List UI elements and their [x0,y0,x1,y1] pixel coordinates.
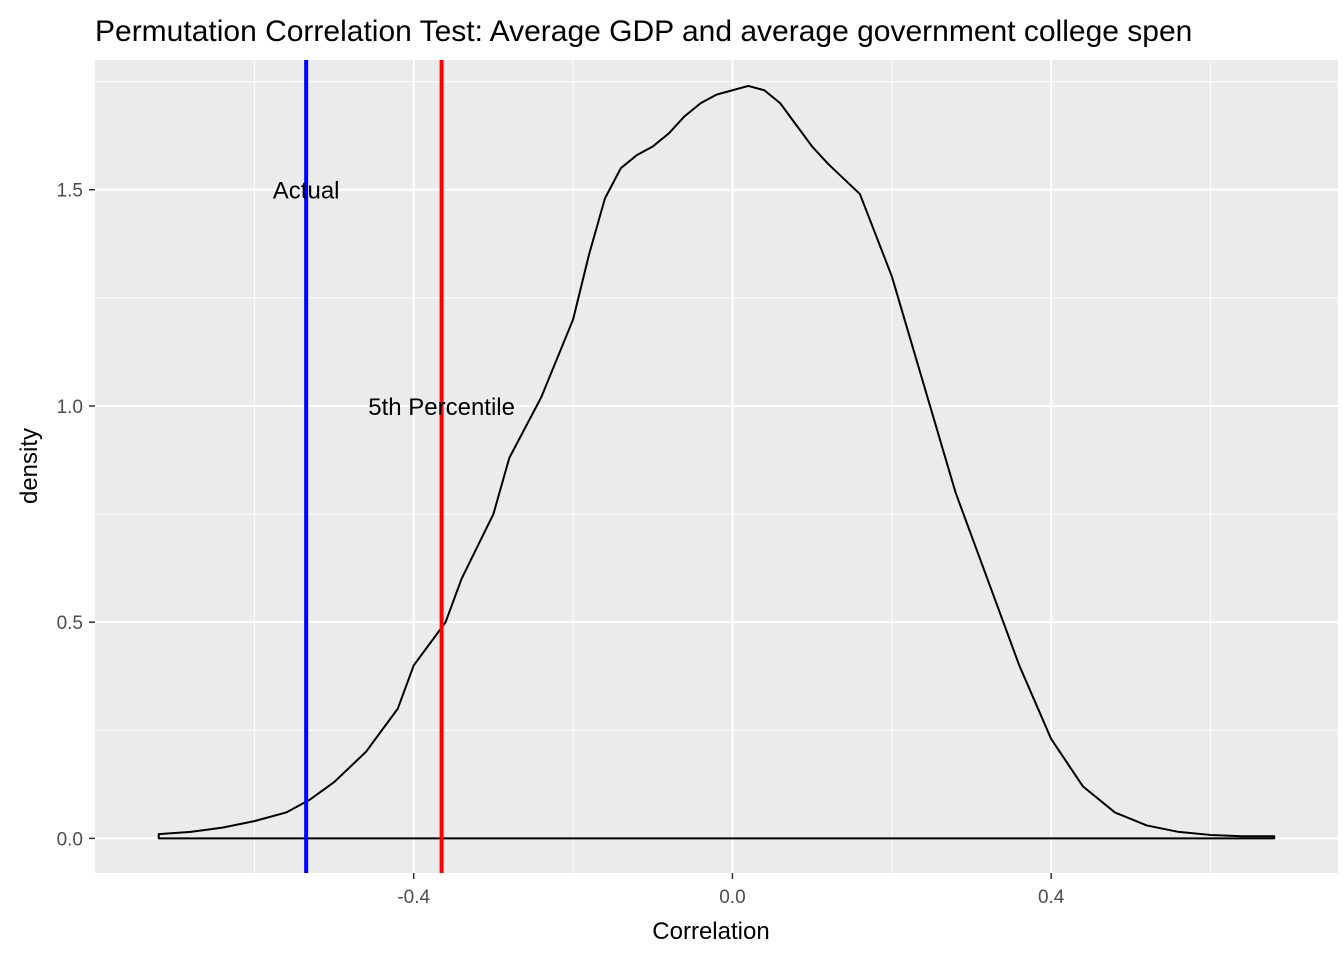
x-tick-label: -0.4 [397,887,430,908]
x-tick-label: 0.0 [719,887,745,908]
y-axis-title: density [16,428,43,504]
y-tick-label: 1.0 [57,397,83,418]
vline-label: 5th Percentile [368,394,515,421]
y-tick-label: 1.5 [57,181,83,202]
x-axis-title: Correlation [652,918,769,945]
minor-gridlines [95,60,1338,873]
plot-panel [95,60,1338,873]
y-tick-label: 0.5 [57,613,83,634]
chart-title: Permutation Correlation Test: Average GD… [95,15,1192,48]
vline-label: Actual [273,178,340,205]
density-curve [157,84,1276,840]
axis-ticks: -0.4 0.0 0.4 0.0 0.5 1.0 1.5 [57,181,1065,908]
x-tick-label: 0.4 [1038,887,1065,908]
chart-marks: Actual 5th Percentile [157,60,1276,873]
y-tick-label: 0.0 [57,829,83,850]
